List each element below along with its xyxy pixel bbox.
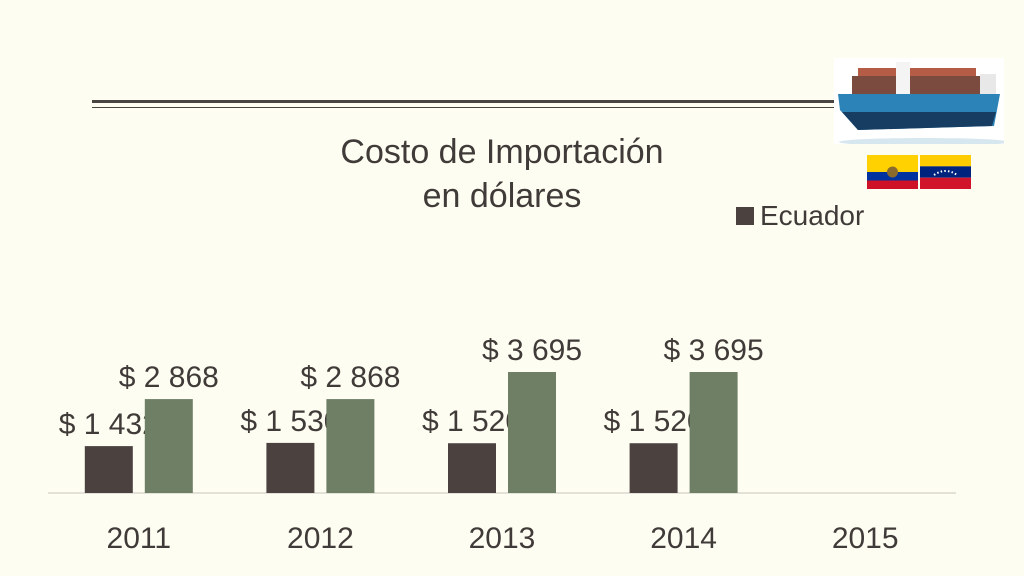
x-tick-label-2014: 2014 [650, 522, 717, 555]
bar-series-1-2012 [266, 442, 315, 493]
ecuador-flag-red [867, 180, 918, 189]
bar-series-2-2012 [326, 399, 375, 493]
x-tick-label-2011: 2011 [107, 522, 172, 555]
ecuador-flag-emblem [887, 166, 898, 178]
data-label-series-2-2011: $ 2 868 [119, 361, 219, 394]
ship-photo-water [839, 138, 1004, 144]
venezuela-flag-yellow [920, 155, 971, 167]
data-label-series-2-2012: $ 2 868 [300, 361, 400, 394]
ship-stern-block [980, 74, 996, 94]
container-ship-image [834, 58, 1004, 144]
venezuela-flag-icon [920, 155, 971, 189]
chart-title-line-1: Costo de Importación [340, 133, 664, 171]
venezuela-flag-red [920, 177, 971, 189]
data-label-series-1-2012: $ 1 530 [240, 405, 340, 438]
ship-containers-top [858, 68, 976, 76]
venezuela-flag-stars [933, 170, 958, 176]
legend-label-ecuador: Ecuador [760, 200, 865, 231]
x-tick-label-2015: 2015 [832, 522, 899, 555]
bar-series-1-2011 [84, 446, 133, 493]
x-tick-label-2012: 2012 [287, 522, 354, 555]
header-rule-thin [92, 107, 852, 108]
bar-series-2-2014 [689, 372, 738, 493]
x-tick-label-2013: 2013 [469, 522, 536, 555]
chart-legend: Ecuador [736, 200, 864, 232]
data-label-series-1-2013: $ 1 520 [422, 405, 522, 438]
data-label-series-2-2014: $ 3 695 [664, 334, 764, 367]
header-rule-thick [92, 100, 852, 103]
chart-title-line-2: en dólares [422, 177, 582, 215]
ship-hull-stripe [842, 112, 996, 130]
ship-containers [852, 76, 982, 94]
legend-swatch-ecuador [736, 207, 754, 225]
data-label-series-1-2011: $ 1 432 [59, 408, 159, 441]
ship-bridge [896, 62, 910, 94]
chart-title: Costo de Importación en dólares [0, 130, 1004, 218]
data-label-series-1-2014: $ 1 520 [604, 405, 704, 438]
bar-series-1-2013 [448, 443, 496, 493]
data-label-series-2-2013: $ 3 695 [482, 334, 582, 367]
ecuador-flag-yellow [867, 155, 918, 172]
bar-series-1-2014 [629, 443, 678, 493]
bar-series-2-2011 [144, 399, 193, 493]
ecuador-flag-icon [867, 155, 918, 189]
bar-series-2-2013 [508, 372, 556, 493]
